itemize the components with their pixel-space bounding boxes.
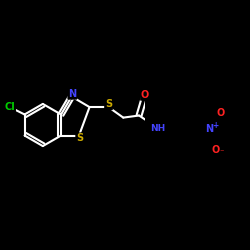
Text: O: O [212, 145, 220, 155]
Text: ⁻: ⁻ [220, 147, 224, 156]
Text: N: N [206, 124, 214, 134]
Text: O: O [216, 108, 224, 118]
Text: Cl: Cl [4, 102, 15, 112]
Text: O: O [141, 90, 149, 100]
Text: S: S [105, 100, 112, 110]
Text: +: + [212, 121, 219, 130]
Text: NH: NH [150, 124, 165, 132]
Text: N: N [68, 89, 76, 99]
Text: S: S [76, 133, 83, 143]
